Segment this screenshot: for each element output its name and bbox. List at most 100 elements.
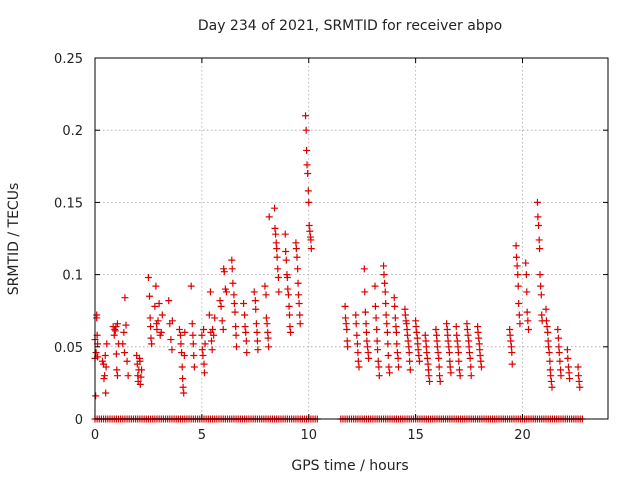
data-point: [178, 363, 186, 371]
data-point: [198, 331, 206, 339]
data-point: [555, 349, 563, 357]
data-point: [342, 320, 350, 328]
data-point: [101, 372, 109, 380]
data-point: [181, 328, 189, 336]
data-point: [272, 230, 280, 238]
data-point: [414, 346, 422, 354]
data-point: [199, 351, 207, 359]
data-point: [102, 363, 110, 371]
data-point: [217, 302, 225, 310]
y-tick-label: 0: [75, 413, 83, 428]
data-point: [454, 349, 462, 357]
data-point: [455, 357, 463, 365]
data-point: [302, 126, 310, 134]
data-point: [283, 273, 291, 281]
data-point: [477, 363, 485, 371]
data-point: [230, 299, 238, 307]
data-point: [360, 265, 368, 273]
x-tick-label: 15: [407, 428, 424, 443]
data-point: [137, 373, 145, 381]
data-point: [233, 343, 241, 351]
data-point: [542, 305, 550, 313]
data-point: [112, 350, 120, 358]
data-point: [152, 282, 160, 290]
data-point: [154, 317, 162, 325]
data-point: [355, 363, 363, 371]
data-point: [373, 337, 381, 345]
data-point: [228, 265, 236, 273]
data-point: [264, 334, 272, 342]
data-point: [546, 357, 554, 365]
data-point: [423, 349, 431, 357]
data-point: [564, 354, 572, 362]
data-point: [547, 372, 555, 380]
data-point: [383, 328, 391, 336]
data-point: [406, 357, 414, 365]
data-point: [103, 340, 111, 348]
data-point: [275, 288, 283, 296]
data-point: [220, 268, 228, 276]
data-point: [175, 325, 183, 333]
data-point: [123, 357, 131, 365]
data-point: [282, 256, 290, 264]
data-point: [575, 377, 583, 385]
data-point: [306, 227, 314, 235]
data-point: [576, 383, 584, 391]
data-point: [535, 222, 543, 230]
data-point: [404, 337, 412, 345]
data-point: [307, 236, 315, 244]
data-point: [506, 331, 514, 339]
data-point: [513, 253, 521, 261]
data-point: [307, 245, 315, 253]
data-point: [361, 288, 369, 296]
data-point: [207, 337, 215, 345]
data-point: [180, 389, 188, 397]
data-point: [93, 311, 101, 319]
data-point: [515, 311, 523, 319]
data-point: [136, 380, 144, 388]
data-point: [364, 343, 372, 351]
data-point: [229, 279, 237, 287]
data-point: [537, 291, 545, 299]
data-point: [401, 311, 409, 319]
data-point: [464, 331, 472, 339]
data-point: [455, 366, 463, 374]
data-point: [153, 325, 161, 333]
data-point: [228, 256, 236, 264]
data-points: [91, 112, 586, 423]
data-point: [274, 273, 282, 281]
data-point: [242, 337, 250, 345]
data-point: [180, 351, 188, 359]
data-point: [537, 282, 545, 290]
data-point: [187, 282, 195, 290]
data-point: [190, 351, 198, 359]
data-point: [102, 389, 110, 397]
data-point: [372, 314, 380, 322]
data-point: [353, 340, 361, 348]
data-point: [365, 354, 373, 362]
data-point: [168, 317, 176, 325]
data-point: [391, 302, 399, 310]
data-point: [515, 299, 523, 307]
data-point: [119, 340, 127, 348]
data-point: [243, 349, 251, 357]
data-point: [179, 375, 187, 383]
data-point: [475, 334, 483, 342]
y-tick-label: 0.1: [62, 269, 83, 284]
data-point: [281, 230, 289, 238]
y-tick-label: 0.25: [54, 52, 83, 67]
data-point: [446, 363, 454, 371]
data-point: [165, 297, 173, 305]
data-point: [210, 331, 218, 339]
data-point: [147, 323, 155, 331]
data-point: [405, 349, 413, 357]
data-point: [545, 343, 553, 351]
data-point: [371, 302, 379, 310]
data-point: [467, 363, 475, 371]
data-point: [543, 323, 551, 331]
data-point: [146, 314, 154, 322]
data-point: [385, 363, 393, 371]
data-point: [354, 357, 362, 365]
data-point: [508, 349, 516, 357]
